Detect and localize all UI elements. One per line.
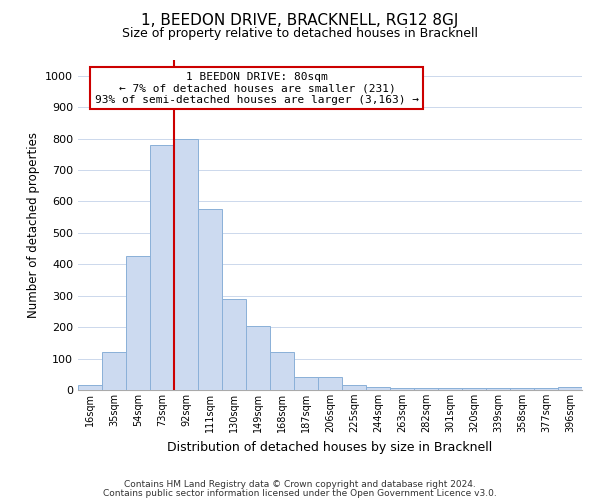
- Bar: [78, 386, 102, 390]
- Text: Size of property relative to detached houses in Bracknell: Size of property relative to detached ho…: [122, 28, 478, 40]
- Bar: [558, 387, 582, 390]
- Text: Contains public sector information licensed under the Open Government Licence v3: Contains public sector information licen…: [103, 488, 497, 498]
- Bar: [366, 387, 390, 390]
- Y-axis label: Number of detached properties: Number of detached properties: [26, 132, 40, 318]
- Bar: [198, 210, 222, 390]
- Bar: [270, 352, 294, 390]
- Bar: [150, 145, 174, 390]
- Bar: [102, 352, 126, 390]
- Bar: [342, 386, 366, 390]
- Text: Contains HM Land Registry data © Crown copyright and database right 2024.: Contains HM Land Registry data © Crown c…: [124, 480, 476, 489]
- Bar: [534, 388, 558, 390]
- Text: 1, BEEDON DRIVE, BRACKNELL, RG12 8GJ: 1, BEEDON DRIVE, BRACKNELL, RG12 8GJ: [142, 12, 458, 28]
- Text: 1 BEEDON DRIVE: 80sqm
← 7% of detached houses are smaller (231)
93% of semi-deta: 1 BEEDON DRIVE: 80sqm ← 7% of detached h…: [95, 72, 419, 105]
- X-axis label: Distribution of detached houses by size in Bracknell: Distribution of detached houses by size …: [167, 440, 493, 454]
- Bar: [246, 326, 270, 390]
- Bar: [486, 388, 510, 390]
- Bar: [414, 388, 438, 390]
- Bar: [462, 388, 486, 390]
- Bar: [222, 299, 246, 390]
- Bar: [126, 256, 150, 390]
- Bar: [438, 388, 462, 390]
- Bar: [510, 388, 534, 390]
- Bar: [390, 388, 414, 390]
- Bar: [318, 378, 342, 390]
- Bar: [174, 138, 198, 390]
- Bar: [294, 378, 318, 390]
